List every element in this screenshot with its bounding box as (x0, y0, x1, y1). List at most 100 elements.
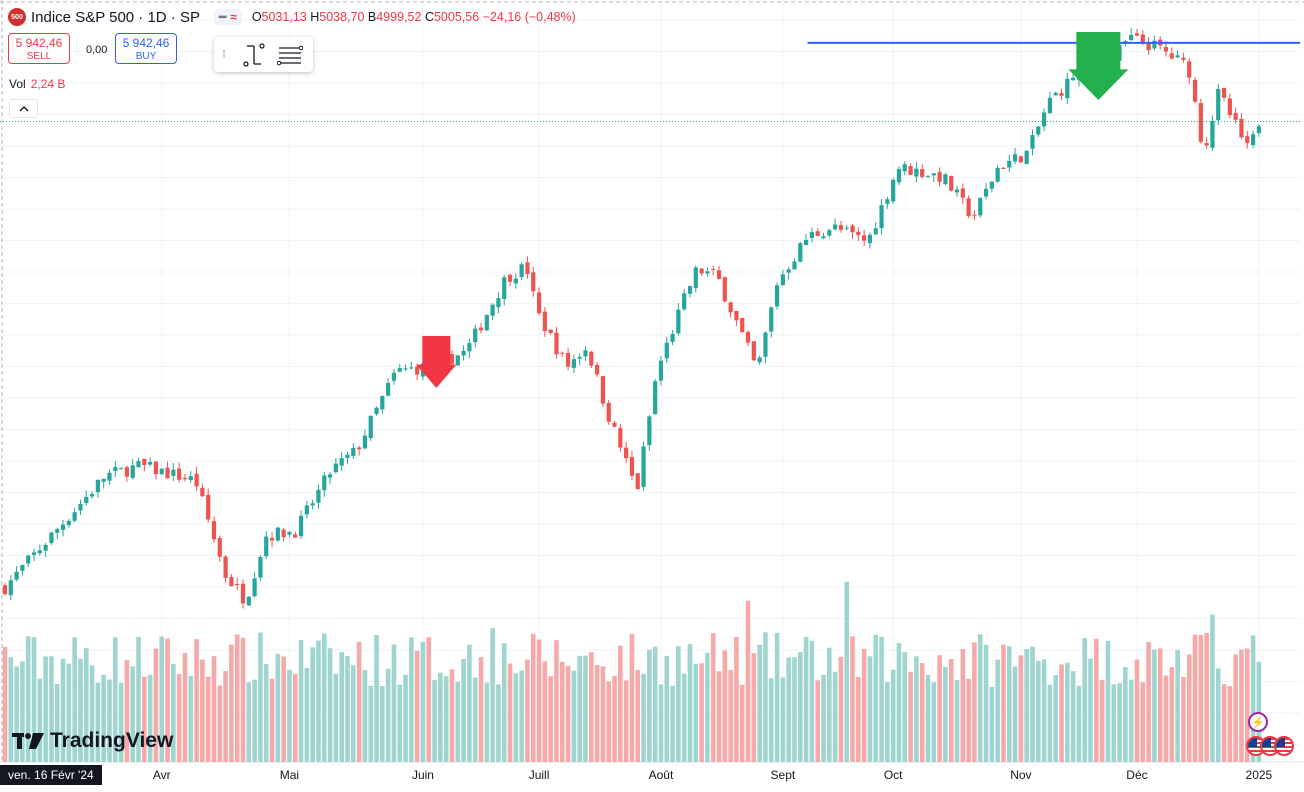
candle-body[interactable] (728, 302, 733, 313)
candle-body[interactable] (705, 271, 710, 274)
candle-body[interactable] (229, 577, 234, 587)
sell-button[interactable]: 5 942,46 SELL (8, 33, 70, 64)
candle-body[interactable] (711, 269, 716, 271)
candle-body[interactable] (113, 467, 118, 471)
candle-body[interactable] (368, 416, 373, 439)
tradingview-logo[interactable]: TradingView (12, 729, 173, 753)
candle-body[interactable] (14, 571, 19, 580)
candle-body[interactable] (740, 318, 745, 332)
candle-body[interactable] (362, 435, 368, 449)
candle-body[interactable] (531, 272, 536, 292)
candle-body[interactable] (1134, 33, 1140, 36)
candle-body[interactable] (357, 447, 362, 450)
candle-body[interactable] (246, 596, 251, 606)
candle-body[interactable] (49, 532, 54, 544)
candle-body[interactable] (542, 311, 547, 332)
candle-body[interactable] (960, 188, 965, 198)
candle-body[interactable] (467, 343, 472, 352)
candle-body[interactable] (722, 277, 727, 302)
candle-body[interactable] (1059, 93, 1064, 96)
candle-body[interactable] (583, 350, 588, 357)
candle-body[interactable] (287, 531, 292, 535)
candle-body[interactable] (1239, 118, 1244, 138)
candle-body[interactable] (751, 341, 756, 361)
candle-body[interactable] (1245, 136, 1250, 144)
measure-tool-icon[interactable] (236, 40, 272, 70)
candle-body[interactable] (914, 168, 919, 177)
candle-body[interactable] (322, 475, 327, 491)
candle-body[interactable] (1140, 34, 1145, 44)
candle-body[interactable] (983, 188, 989, 197)
candle-body[interactable] (774, 285, 780, 307)
candle-body[interactable] (798, 243, 803, 262)
candle-body[interactable] (1146, 43, 1151, 51)
red-down-arrow[interactable] (416, 336, 457, 388)
candle-body[interactable] (920, 169, 925, 177)
candle-body[interactable] (1047, 97, 1052, 114)
candle-body[interactable] (182, 477, 188, 480)
candle-body[interactable] (548, 329, 553, 333)
candle-body[interactable] (1036, 126, 1041, 135)
green-down-arrow[interactable] (1068, 32, 1129, 100)
economic-events[interactable] (1246, 736, 1296, 758)
candle-body[interactable] (786, 269, 791, 273)
candle-body[interactable] (624, 447, 629, 459)
candle-body[interactable] (653, 381, 658, 415)
candle-body[interactable] (95, 479, 100, 493)
candle-body[interactable] (293, 534, 298, 538)
candle-body[interactable] (153, 461, 159, 475)
candle-body[interactable] (1018, 156, 1023, 163)
candle-body[interactable] (699, 268, 704, 274)
candle-body[interactable] (745, 332, 751, 343)
candle-body[interactable] (989, 181, 994, 189)
candle-body[interactable] (1210, 120, 1215, 148)
candle-body[interactable] (536, 292, 542, 314)
candle-body[interactable] (966, 198, 971, 217)
settings-lines-icon[interactable] (272, 40, 308, 70)
candle-body[interactable] (333, 463, 338, 473)
candle-body[interactable] (31, 552, 37, 555)
candle-body[interactable] (339, 458, 344, 466)
candle-body[interactable] (8, 580, 13, 596)
candle-body[interactable] (345, 454, 350, 459)
candle-body[interactable] (949, 175, 954, 191)
candle-body[interactable] (682, 293, 687, 310)
candle-body[interactable] (716, 270, 722, 279)
candle-body[interactable] (310, 503, 315, 506)
candle-body[interactable] (397, 367, 402, 372)
candle-body[interactable] (136, 460, 141, 468)
candle-body[interactable] (879, 205, 884, 229)
candle-body[interactable] (838, 225, 844, 230)
candle-body[interactable] (194, 473, 199, 487)
candle-body[interactable] (1041, 112, 1047, 127)
candle-body[interactable] (240, 583, 246, 604)
candle-body[interactable] (258, 557, 263, 578)
candle-body[interactable] (473, 328, 478, 343)
candle-body[interactable] (867, 234, 873, 244)
candle-body[interactable] (298, 515, 304, 537)
candle-body[interactable] (502, 277, 507, 300)
candle-body[interactable] (171, 469, 176, 476)
candle-body[interactable] (844, 227, 849, 229)
candle-body[interactable] (55, 529, 60, 533)
candle-body[interactable] (676, 309, 681, 334)
collapse-button[interactable] (9, 99, 38, 118)
candle-body[interactable] (217, 538, 222, 557)
candle-body[interactable] (66, 520, 71, 526)
buy-button[interactable]: 5 942,46 BUY (115, 33, 177, 64)
candle-body[interactable] (72, 512, 77, 521)
candle-body[interactable] (165, 467, 170, 479)
candle-body[interactable] (26, 555, 31, 564)
candle-body[interactable] (269, 537, 275, 541)
indicator-pill[interactable]: ━ ≈ (213, 9, 242, 25)
candle-body[interactable] (1053, 92, 1058, 96)
candle-body[interactable] (763, 332, 768, 357)
candle-body[interactable] (206, 494, 211, 520)
candle-body[interactable] (902, 164, 907, 172)
candle-body[interactable] (1007, 160, 1012, 168)
candle-body[interactable] (670, 334, 675, 342)
candle-body[interactable] (142, 458, 147, 465)
candle-body[interactable] (1198, 103, 1203, 142)
candle-body[interactable] (862, 235, 867, 241)
